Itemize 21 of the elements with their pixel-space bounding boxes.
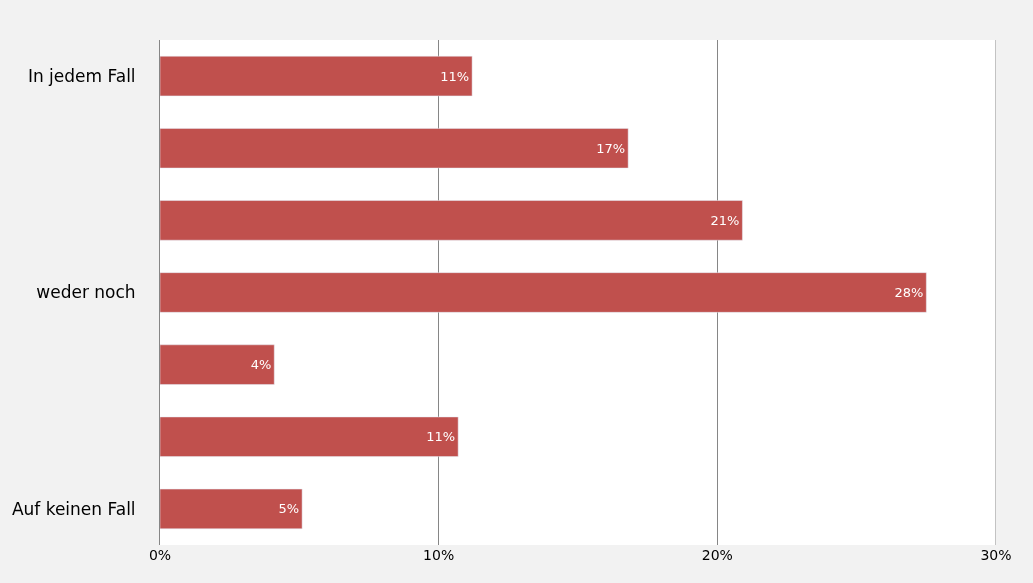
- bar: [160, 488, 303, 530]
- data-label: 11%: [426, 429, 456, 445]
- bar: [160, 128, 629, 169]
- bar: [160, 272, 927, 313]
- bar: [160, 55, 473, 97]
- y-tick-label: weder noch: [36, 282, 136, 303]
- bar: [160, 200, 743, 241]
- bar: [160, 344, 275, 385]
- data-label: 28%: [894, 285, 924, 300]
- data-label: 5%: [278, 501, 300, 517]
- y-tick-label: In jedem Fall: [27, 66, 136, 87]
- data-label: 17%: [596, 140, 626, 156]
- data-label: 11%: [440, 68, 470, 84]
- data-label: 21%: [710, 212, 740, 228]
- bar: [160, 416, 459, 457]
- x-tick-label: 0%: [148, 547, 172, 563]
- x-tick-label: 30%: [980, 547, 1012, 563]
- x-tick-label: 20%: [701, 547, 733, 563]
- y-tick-label: Auf keinen Fall: [11, 498, 136, 519]
- data-label: 4%: [250, 357, 272, 373]
- x-tick-label: 10%: [423, 547, 455, 563]
